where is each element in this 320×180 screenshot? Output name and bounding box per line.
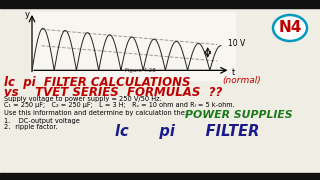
Text: (normal): (normal) <box>222 76 261 85</box>
Ellipse shape <box>273 15 307 41</box>
Text: N4: N4 <box>278 19 302 35</box>
Bar <box>0 173 320 180</box>
Text: 1.    DC-output voltage: 1. DC-output voltage <box>4 118 80 124</box>
Text: t: t <box>231 68 235 77</box>
Text: lc      pi      FILTER: lc pi FILTER <box>115 124 260 139</box>
Text: Figure 4.28: Figure 4.28 <box>124 68 156 73</box>
Text: 2.   ripple factor.: 2. ripple factor. <box>4 124 58 130</box>
Text: vs    TVET SERIES  FORMULAS  ??: vs TVET SERIES FORMULAS ?? <box>4 86 222 99</box>
Text: Use this information and determine by calculation the:: Use this information and determine by ca… <box>4 110 187 116</box>
Text: Supply voltage to power supply = 250 V/50 Hz.: Supply voltage to power supply = 250 V/5… <box>4 96 162 102</box>
Bar <box>30 12 235 80</box>
Bar <box>0 0 320 8</box>
Text: lc  pi  FILTER CALCULATIONS: lc pi FILTER CALCULATIONS <box>4 76 190 89</box>
Text: C₁ = 250 μF;   C₂ = 250 μF;   L = 3 H;   Rₛ = 10 ohm and Rₗ = 5 k-ohm.: C₁ = 250 μF; C₂ = 250 μF; L = 3 H; Rₛ = … <box>4 102 235 108</box>
Text: y: y <box>25 10 30 19</box>
Text: 10 V: 10 V <box>228 39 245 48</box>
Text: POWER SUPPLIES: POWER SUPPLIES <box>185 110 292 120</box>
